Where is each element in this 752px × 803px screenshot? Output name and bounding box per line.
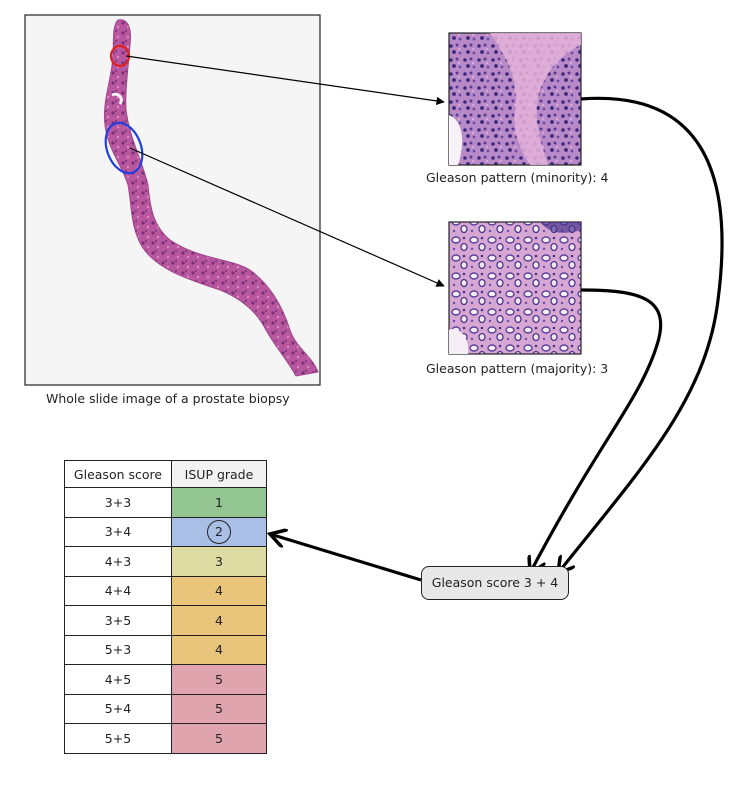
table-row: 5+4 5	[64, 693, 267, 724]
table-row: 3+5 4	[64, 605, 267, 636]
slide-caption: Whole slide image of a prostate biopsy	[46, 391, 290, 406]
isup-grade-cell: 3	[171, 546, 267, 577]
whole-slide-image	[24, 14, 321, 386]
gleason-isup-table: Gleason score ISUP grade 3+3 1 3+4 2 4+3 3 4+4…	[64, 460, 267, 754]
table-row: 4+4 4	[64, 575, 267, 606]
table-row: 4+5 5	[64, 664, 267, 695]
majority-region-marker	[104, 121, 144, 175]
minority-to-score-arrow	[558, 96, 724, 573]
isup-grade-cell: 5	[171, 723, 267, 754]
gleason-score-cell: 4+5	[64, 664, 172, 695]
table-row: 5+3 4	[64, 634, 267, 665]
gleason-score-cell: 3+3	[64, 487, 172, 518]
isup-grade-cell: 5	[171, 693, 267, 724]
table-header-gleason-score: Gleason score	[64, 460, 172, 488]
gleason-score-box: Gleason score 3 + 4	[421, 566, 569, 600]
majority-pattern-caption: Gleason pattern (majority): 3	[426, 361, 609, 376]
majority-pattern-patch	[448, 221, 582, 355]
minority-pointer-arrow	[125, 55, 445, 106]
table-row: 4+3 3	[64, 546, 267, 577]
biopsy-tissue	[103, 19, 319, 377]
gleason-score-cell: 4+4	[64, 575, 172, 606]
isup-grade-cell: 1	[171, 487, 267, 518]
table-header-isup-grade: ISUP grade	[171, 460, 267, 488]
isup-grade-cell: 4	[171, 634, 267, 665]
gleason-score-cell: 3+4	[64, 516, 172, 547]
table-row: 3+3 1	[64, 487, 267, 518]
isup-grade-cell: 4	[171, 605, 267, 636]
selected-grade-circle: 2	[207, 519, 231, 544]
isup-grade-cell: 4	[171, 575, 267, 606]
majority-pointer-arrow	[129, 147, 445, 287]
gleason-score-cell: 3+5	[64, 605, 172, 636]
gleason-score-cell: 5+5	[64, 723, 172, 754]
minority-pattern-caption: Gleason pattern (minority): 4	[426, 170, 609, 185]
gleason-score-cell: 4+3	[64, 546, 172, 577]
score-to-grade-arrow	[270, 534, 422, 582]
minority-pattern-patch	[448, 32, 582, 166]
table-row: 5+5 5	[64, 723, 267, 754]
isup-grade-cell: 2	[171, 516, 267, 547]
majority-to-score-arrow	[530, 288, 663, 573]
gleason-score-cell: 5+3	[64, 634, 172, 665]
table-row: 3+4 2	[64, 516, 267, 547]
gleason-score-cell: 5+4	[64, 693, 172, 724]
isup-grade-cell: 5	[171, 664, 267, 695]
